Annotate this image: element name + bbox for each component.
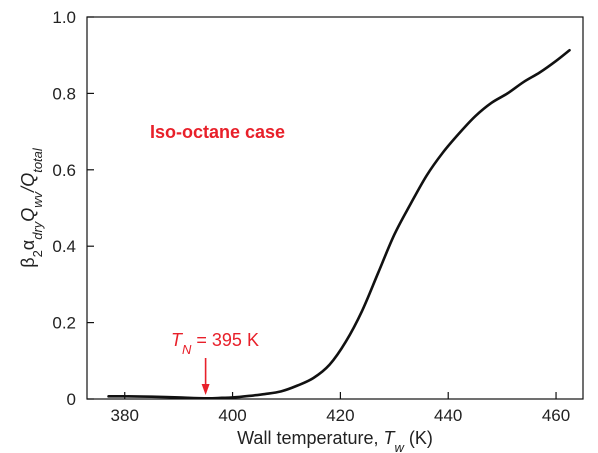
x-tick-label: 440 [434,406,462,425]
y-axis-label: β2αdryQwv/Qtotal [18,147,45,268]
x-tick-label: 420 [326,406,354,425]
x-axis-label-suffix: (K) [404,428,433,448]
y-label-qtotal: /Q [18,173,38,194]
y-axis-ticks: 0 0.2 0.4 0.6 0.8 1.0 [52,8,94,409]
y-label-alpha-sub: dry [30,220,45,240]
series-line [107,48,571,400]
y-tick-label: 0.4 [52,237,76,256]
y-label-beta: β [18,257,38,267]
tn-sub: N [182,342,192,357]
y-tick-label: 0.8 [52,84,76,103]
x-axis-ticks: 380 400 420 440 460 [111,392,570,425]
y-label-beta-sub: 2 [30,250,45,257]
y-label-q: Q [18,208,38,222]
x-axis-label-sub: w [395,440,406,453]
x-tick-label: 380 [111,406,139,425]
tn-rest: = 395 K [191,330,259,350]
y-tick-label: 0.6 [52,161,76,180]
case-label: Iso-octane case [150,122,285,142]
y-tick-label: 0.2 [52,314,76,333]
x-tick-label: 460 [542,406,570,425]
x-axis-label-var: T [384,428,397,448]
y-label-q-sub: wv [30,190,45,207]
x-tick-label: 400 [218,406,246,425]
tn-arrow-head [201,384,210,395]
y-tick-label: 1.0 [52,8,76,27]
plot-frame [86,16,584,400]
y-tick-label: 0 [67,390,76,409]
tn-annotation: TN = 395 K [171,330,259,357]
y-label-qtotal-sub: total [30,147,45,173]
x-axis-label-prefix: Wall temperature, [237,428,383,448]
x-axis-label: Wall temperature, Tw (K) [237,428,433,453]
y-label-alpha: α [18,240,38,250]
tn-var: T [171,330,184,350]
